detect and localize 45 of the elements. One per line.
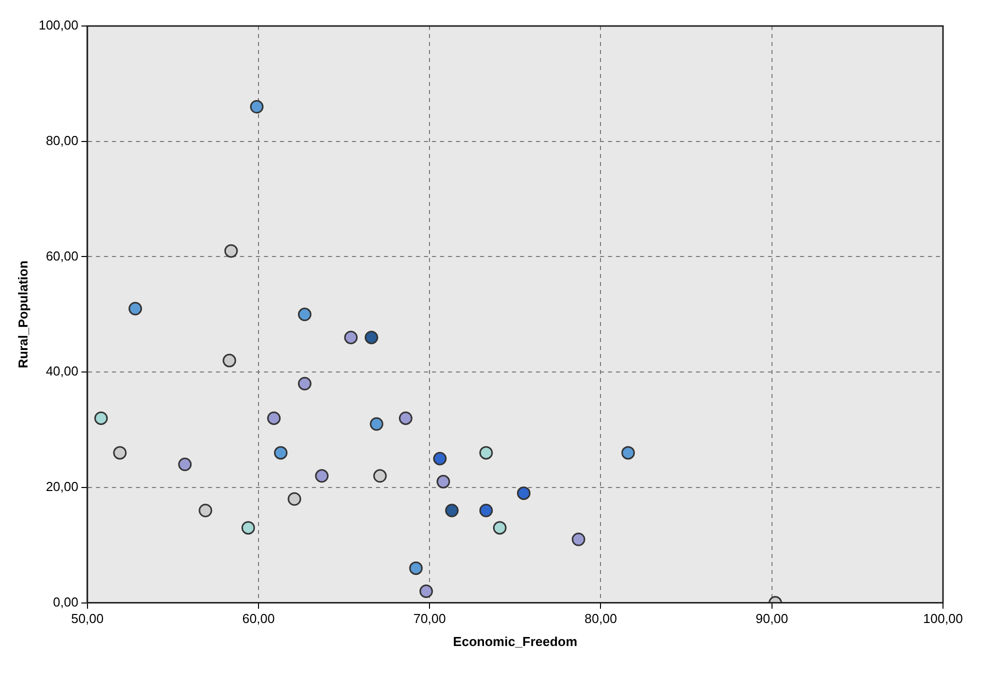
point (222, 354, 236, 368)
point (479, 446, 493, 460)
y-tick-label: 0,00 (53, 594, 78, 610)
point (433, 452, 447, 466)
x-tick-label: 50,00 (71, 611, 104, 626)
point (398, 411, 412, 425)
point (344, 330, 358, 344)
y-axis-title: Rural_Population (15, 260, 30, 368)
point (436, 474, 450, 488)
y-tick-label: 80,00 (46, 132, 78, 148)
point (298, 376, 312, 390)
point (445, 504, 459, 518)
point (274, 446, 288, 460)
point (373, 469, 387, 483)
point (113, 446, 127, 460)
point (128, 302, 142, 316)
x-tick-label: 70,00 (413, 611, 446, 626)
point (516, 486, 530, 500)
x-tick-label: 90,00 (756, 611, 788, 626)
point (178, 458, 192, 472)
point (572, 532, 586, 546)
point (250, 100, 264, 114)
point (241, 521, 255, 535)
point (419, 584, 433, 598)
point (364, 330, 378, 344)
point (94, 411, 108, 425)
point (621, 446, 635, 460)
point (493, 521, 507, 535)
point (298, 308, 312, 322)
point (315, 469, 329, 483)
x-tick-label: 60,00 (242, 611, 275, 626)
point (370, 417, 384, 431)
x-tick-label: 80,00 (584, 611, 618, 626)
point (198, 504, 212, 518)
point (224, 244, 238, 258)
y-tick-label: 40,00 (46, 364, 78, 379)
point (288, 492, 302, 506)
x-axis-title: Economic_Freedom (453, 634, 578, 649)
y-tick-label: 20,00 (46, 479, 78, 494)
y-tick-label: 60,00 (46, 248, 78, 264)
y-tick-label: 100,00 (38, 18, 78, 33)
point (267, 411, 281, 425)
x-tick-label: 100,00 (923, 611, 963, 626)
point (409, 561, 423, 575)
point (479, 504, 493, 518)
